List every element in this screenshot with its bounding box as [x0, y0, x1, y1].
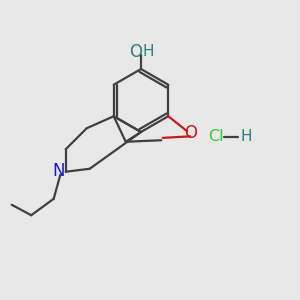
- Text: O: O: [129, 43, 142, 61]
- Text: O: O: [184, 124, 197, 142]
- Text: H: H: [143, 44, 154, 59]
- Text: H: H: [240, 129, 252, 144]
- Text: N: N: [53, 162, 65, 180]
- Text: Cl: Cl: [208, 129, 224, 144]
